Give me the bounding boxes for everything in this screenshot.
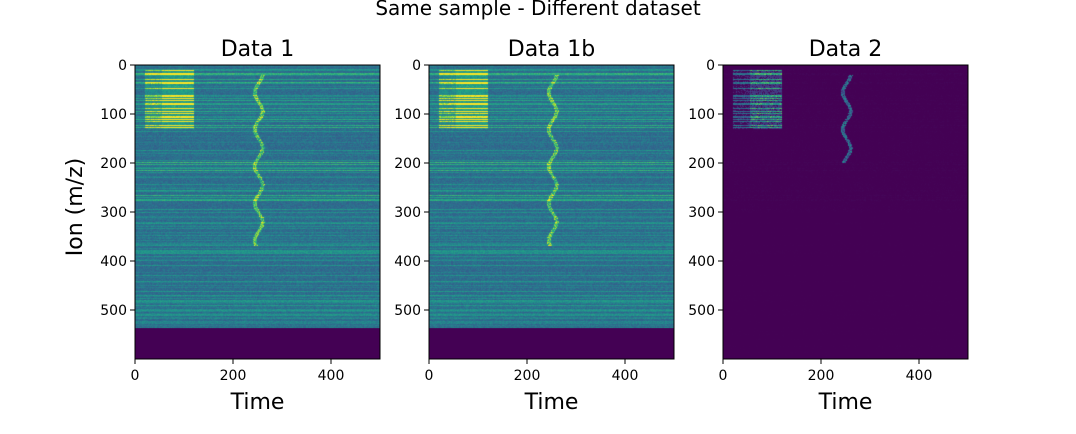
panel-title: Data 1b — [508, 37, 595, 62]
y-tick-label: 100 — [100, 107, 127, 123]
y-tick-label: 400 — [100, 254, 127, 270]
y-tick-label: 0 — [412, 58, 421, 74]
x-tick-label: 200 — [808, 368, 835, 384]
y-tick-label: 200 — [100, 156, 127, 172]
y-tick-label: 500 — [688, 303, 715, 319]
y-tick-label: 100 — [394, 107, 421, 123]
y-tick-label: 300 — [394, 205, 421, 221]
panel-2: Data 1b 0 200 400 0 100 200 300 400 500 Time — [394, 37, 675, 415]
panel-3: Data 2 0 200 400 0 100 200 300 400 500 Time — [688, 37, 969, 415]
panel-title: Data 1 — [221, 37, 295, 62]
x-tick-label: 200 — [514, 368, 541, 384]
y-tick-label: 400 — [394, 254, 421, 270]
x-tick-label: 0 — [425, 368, 434, 384]
x-axis-label: Time — [524, 390, 579, 415]
heatmap-image — [429, 65, 674, 359]
y-tick-label: 400 — [688, 254, 715, 270]
heatmap-image — [135, 65, 380, 359]
y-tick-label: 500 — [394, 303, 421, 319]
figure-suptitle: Same sample - Different dataset — [375, 0, 701, 20]
y-tick-label: 200 — [688, 156, 715, 172]
y-tick-label: 100 — [688, 107, 715, 123]
x-tick-label: 400 — [612, 368, 639, 384]
y-tick-label: 300 — [100, 205, 127, 221]
y-tick-label: 0 — [118, 58, 127, 74]
x-axis-label: Time — [818, 390, 873, 415]
y-tick-label: 500 — [100, 303, 127, 319]
x-tick-label: 400 — [906, 368, 933, 384]
y-tick-label: 300 — [688, 205, 715, 221]
heatmap-image — [723, 65, 968, 359]
x-tick-label: 200 — [220, 368, 247, 384]
x-axis-label: Time — [230, 390, 285, 415]
panel-1: Data 1 0 200 400 0 100 200 300 400 500 Time Ion (m/… — [63, 37, 381, 415]
y-tick-label: 0 — [706, 58, 715, 74]
panel-title: Data 2 — [809, 37, 883, 62]
x-tick-label: 400 — [318, 368, 345, 384]
x-tick-label: 0 — [719, 368, 728, 384]
x-tick-label: 0 — [131, 368, 140, 384]
y-axis-label: Ion (m/z) — [63, 158, 88, 256]
y-tick-label: 200 — [394, 156, 421, 172]
